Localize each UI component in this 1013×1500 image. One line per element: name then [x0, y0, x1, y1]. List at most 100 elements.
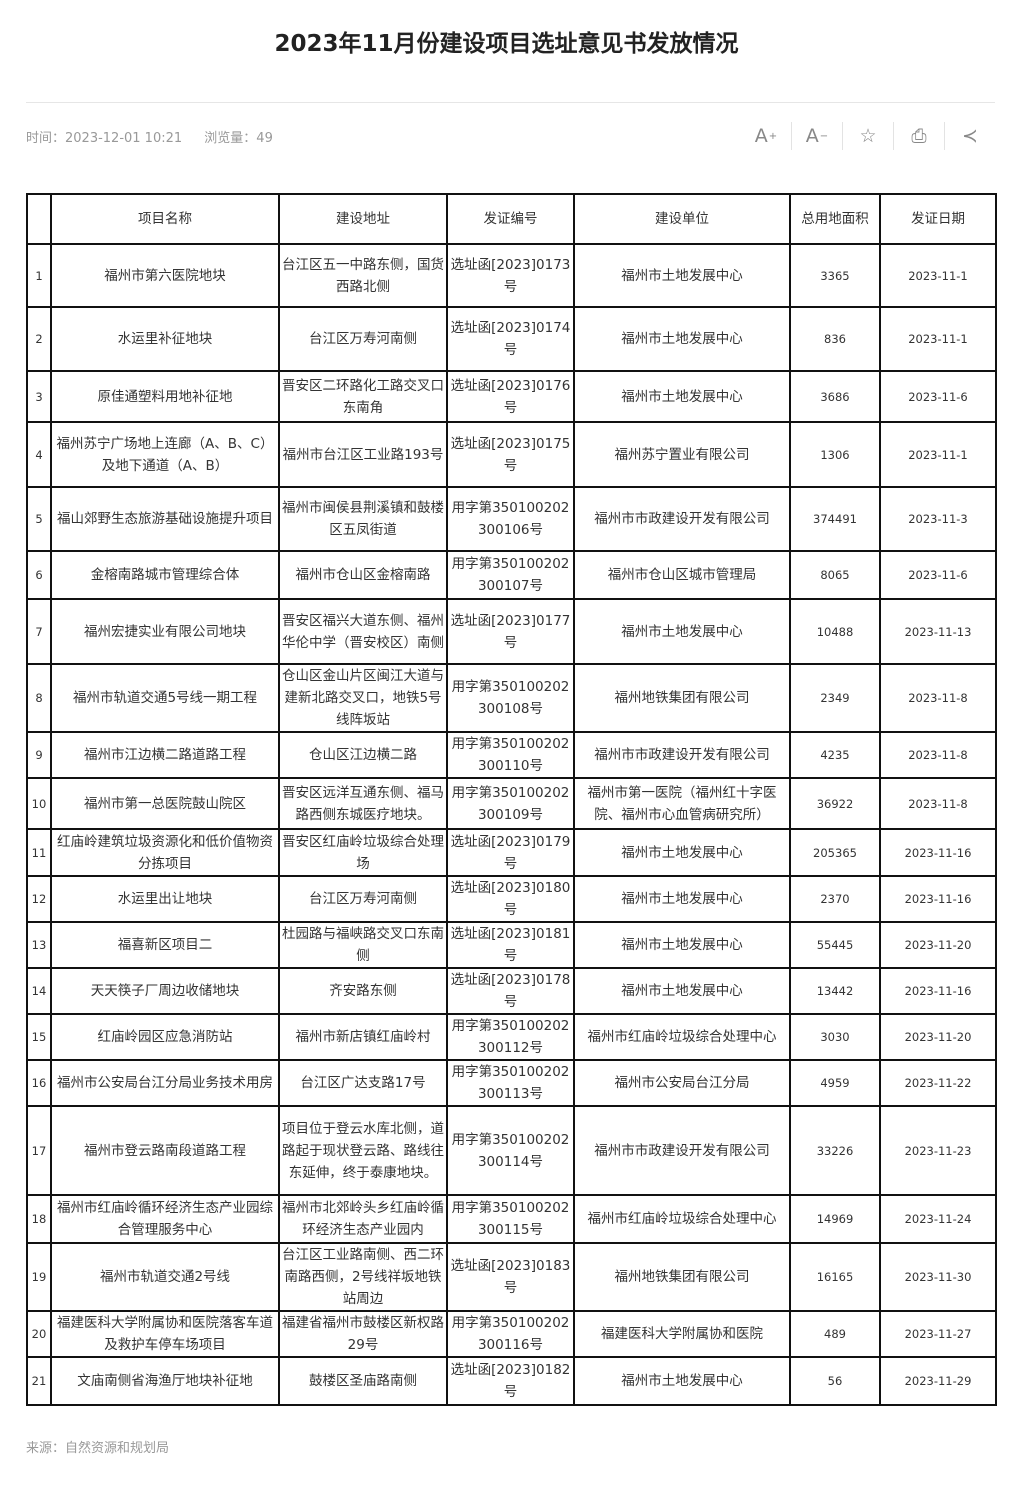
table-row: 5 福山郊野生态旅游基础设施提升项目 福州市闽侯县荆溪镇和鼓楼区五凤街道 用字第350… [26, 486, 997, 552]
cell-issue-date: 2023-11-6 [879, 370, 997, 423]
cell-issue-date: 2023-11-20 [879, 921, 997, 969]
cell-issue-date: 2023-11-3 [879, 486, 997, 552]
cell-row-number: 17 [26, 1105, 52, 1196]
cell-permit-number: 用字第350100202300116号 [446, 1310, 575, 1358]
cell-row-number: 1 [26, 243, 52, 308]
header-row-number [26, 193, 52, 245]
cell-permit-number: 选址函[2023]0183号 [446, 1242, 575, 1312]
cell-permit-number: 用字第350100202300114号 [446, 1105, 575, 1196]
table-row: 6 金榕南路城市管理综合体 福州市仓山区金榕南路 用字第350100202300107… [26, 550, 997, 600]
cell-project-name: 福州市轨道交通5号线一期工程 [50, 663, 280, 733]
cell-address: 鼓楼区圣庙路南侧 [278, 1356, 448, 1406]
cell-total-area: 1306 [789, 421, 881, 488]
cell-row-number: 5 [26, 486, 52, 552]
cell-total-area: 2349 [789, 663, 881, 733]
cell-row-number: 20 [26, 1310, 52, 1358]
table-row: 4 福州苏宁广场地上连廊（A、B、C）及地下通道（A、B） 福州市台江区工业路193… [26, 421, 997, 488]
table-row: 16 福州市公安局台江分局业务技术用房 台江区广达支路17号 用字第350100202… [26, 1059, 997, 1107]
font-increase-button[interactable]: A + [741, 122, 791, 150]
cell-permit-number: 用字第350100202300106号 [446, 486, 575, 552]
cell-project-name: 水运里补征地块 [50, 306, 280, 372]
cell-issue-date: 2023-11-16 [879, 967, 997, 1015]
cell-total-area: 16165 [789, 1242, 881, 1312]
cell-total-area: 4959 [789, 1059, 881, 1107]
cell-address: 晋安区红庙岭垃圾综合处理场 [278, 828, 448, 877]
cell-issue-date: 2023-11-1 [879, 243, 997, 308]
page-title: 2023年11月份建设项目选址意见书发放情况 [274, 31, 739, 57]
cell-total-area: 13442 [789, 967, 881, 1015]
cell-total-area: 33226 [789, 1105, 881, 1196]
cell-issue-date: 2023-11-6 [879, 550, 997, 600]
cell-permit-number: 用字第350100202300115号 [446, 1194, 575, 1244]
cell-construction-unit: 福州市土地发展中心 [573, 875, 791, 923]
cell-total-area: 374491 [789, 486, 881, 552]
cell-row-number: 19 [26, 1242, 52, 1312]
font-decrease-icon: A [805, 125, 819, 147]
cell-project-name: 福山郊野生态旅游基础设施提升项目 [50, 486, 280, 552]
article-meta: 时间：2023-12-01 10:21 浏览量：49 [26, 127, 291, 146]
cell-construction-unit: 福州市第一医院（福州红十字医院、福州市心血管病研究所） [573, 777, 791, 830]
cell-row-number: 12 [26, 875, 52, 923]
font-decrease-button[interactable]: A − [791, 122, 842, 150]
cell-total-area: 489 [789, 1310, 881, 1358]
table-row: 13 福喜新区项目二 杜园路与福峡路交叉口东南侧 选址函[2023]0181号 福州市土… [26, 921, 997, 969]
table-row: 3 原佳通塑料用地补征地 晋安区二环路化工路交叉口东南角 选址函[2023]0176号… [26, 370, 997, 423]
star-button[interactable]: ☆ [842, 122, 893, 150]
cell-permit-number: 用字第350100202300113号 [446, 1059, 575, 1107]
table-row: 18 福州市红庙岭循环经济生态产业园综合管理服务中心 福州市北郊岭头乡红庙岭循环经济… [26, 1194, 997, 1244]
cell-total-area: 14969 [789, 1194, 881, 1244]
cell-construction-unit: 福州市公安局台江分局 [573, 1059, 791, 1107]
cell-permit-number: 选址函[2023]0177号 [446, 598, 575, 665]
header-permit-number: 发证编号 [446, 193, 575, 245]
cell-construction-unit: 福州市土地发展中心 [573, 243, 791, 308]
cell-address: 杜园路与福峡路交叉口东南侧 [278, 921, 448, 969]
cell-issue-date: 2023-11-1 [879, 306, 997, 372]
cell-construction-unit: 福州市土地发展中心 [573, 598, 791, 665]
cell-total-area: 36922 [789, 777, 881, 830]
cell-address: 福州市北郊岭头乡红庙岭循环经济生态产业园内 [278, 1194, 448, 1244]
cell-permit-number: 用字第350100202300109号 [446, 777, 575, 830]
cell-project-name: 福喜新区项目二 [50, 921, 280, 969]
cell-project-name: 福州苏宁广场地上连廊（A、B、C）及地下通道（A、B） [50, 421, 280, 488]
cell-construction-unit: 福州市仓山区城市管理局 [573, 550, 791, 600]
icon-sign: + [768, 130, 778, 142]
cell-issue-date: 2023-11-29 [879, 1356, 997, 1406]
table-row: 21 文庙南侧省海渔厅地块补征地 鼓楼区圣庙路南侧 选址函[2023]0182号 福州市… [26, 1356, 997, 1406]
table-row: 2 水运里补征地块 台江区万寿河南侧 选址函[2023]0174号 福州市土地发展中心 8… [26, 306, 997, 372]
cell-issue-date: 2023-11-16 [879, 828, 997, 877]
table-row: 8 福州市轨道交通5号线一期工程 仓山区金山片区闽江大道与建新北路交叉口，地铁5号线… [26, 663, 997, 733]
cell-issue-date: 2023-11-16 [879, 875, 997, 923]
cell-permit-number: 用字第350100202300112号 [446, 1013, 575, 1061]
cell-address: 福建省福州市鼓楼区新权路29号 [278, 1310, 448, 1358]
cell-permit-number: 选址函[2023]0180号 [446, 875, 575, 923]
cell-address: 台江区工业路南侧、西二环南路西侧，2号线祥坂地铁站周边 [278, 1242, 448, 1312]
cell-permit-number: 用字第350100202300108号 [446, 663, 575, 733]
cell-project-name: 福州市第六医院地块 [50, 243, 280, 308]
table-row: 1 福州市第六医院地块 台江区五一中路东侧，国货西路北侧 选址函[2023]0173号… [26, 243, 997, 308]
cell-address: 台江区广达支路17号 [278, 1059, 448, 1107]
cell-issue-date: 2023-11-20 [879, 1013, 997, 1061]
cell-construction-unit: 福州市土地发展中心 [573, 828, 791, 877]
cell-permit-number: 选址函[2023]0178号 [446, 967, 575, 1015]
cell-project-name: 红庙岭园区应急消防站 [50, 1013, 280, 1061]
cell-row-number: 11 [26, 828, 52, 877]
cell-total-area: 56 [789, 1356, 881, 1406]
cell-address: 项目位于登云水库北侧，道路起于现状登云路、路线往东延伸，终于泰康地块。 [278, 1105, 448, 1196]
cell-address: 台江区五一中路东侧，国货西路北侧 [278, 243, 448, 308]
table-row: 15 红庙岭园区应急消防站 福州市新店镇红庙岭村 用字第350100202300112… [26, 1013, 997, 1061]
header-project-name: 项目名称 [50, 193, 280, 245]
share-button[interactable]: ≺ [944, 122, 995, 150]
print-button[interactable]: ⎙ [893, 122, 944, 150]
cell-permit-number: 选址函[2023]0176号 [446, 370, 575, 423]
print-icon: ⎙ [911, 125, 927, 147]
font-increase-icon: A [754, 125, 768, 147]
toolbar: A + A − ☆ ⎙ ≺ [741, 122, 995, 150]
table-row: 10 福州市第一总医院鼓山院区 晋安区远洋互通东侧、福马路西侧东城医疗地块。 用字第3… [26, 777, 997, 830]
cell-construction-unit: 福州市市政建设开发有限公司 [573, 731, 791, 779]
cell-row-number: 8 [26, 663, 52, 733]
cell-row-number: 4 [26, 421, 52, 488]
cell-issue-date: 2023-11-30 [879, 1242, 997, 1312]
cell-construction-unit: 福州市红庙岭垃圾综合处理中心 [573, 1013, 791, 1061]
cell-row-number: 16 [26, 1059, 52, 1107]
cell-address: 福州市新店镇红庙岭村 [278, 1013, 448, 1061]
